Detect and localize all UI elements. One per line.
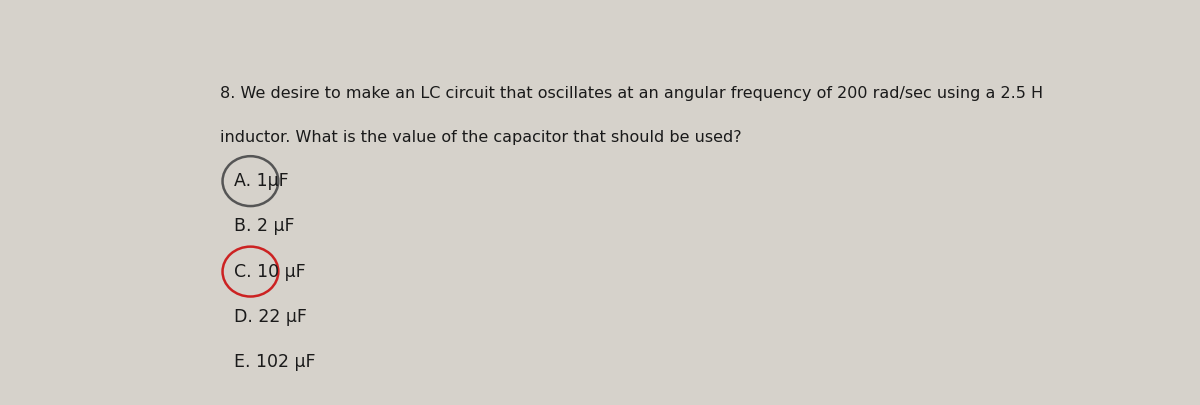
Text: A. 1μF: A. 1μF — [234, 172, 288, 190]
Text: inductor. What is the value of the capacitor that should be used?: inductor. What is the value of the capac… — [220, 130, 742, 145]
Text: D. 22 μF: D. 22 μF — [234, 308, 306, 326]
Text: E. 102 μF: E. 102 μF — [234, 353, 316, 371]
Text: 8. We desire to make an LC circuit that oscillates at an angular frequency of 20: 8. We desire to make an LC circuit that … — [220, 86, 1043, 101]
Text: B. 2 μF: B. 2 μF — [234, 217, 294, 235]
Text: C. 10 μF: C. 10 μF — [234, 262, 305, 281]
